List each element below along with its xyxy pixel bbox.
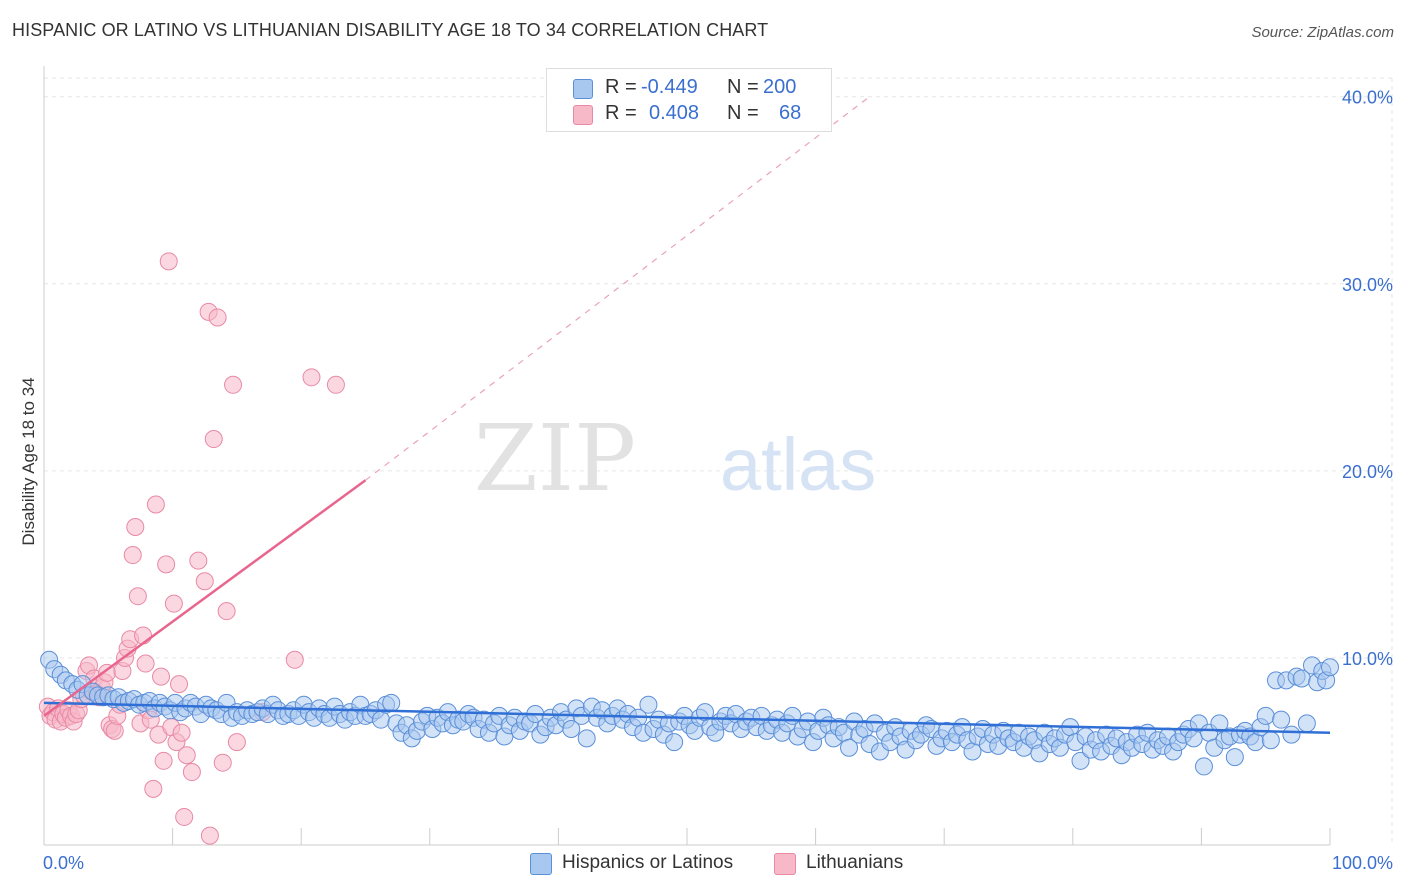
stats-legend: R = -0.449 N = 200 R = 0.408 N = 68	[546, 68, 832, 132]
hispanic-point	[840, 738, 859, 757]
lithuanian-point	[213, 753, 232, 772]
legend-r-label: R =	[605, 76, 637, 98]
hispanic-point	[1256, 706, 1275, 725]
y-tick-label: 20.0%	[1342, 462, 1393, 482]
chart-title: HISPANIC OR LATINO VS LITHUANIAN DISABIL…	[12, 20, 769, 40]
legend-swatch-blue	[573, 79, 593, 99]
lithuanians-points	[38, 252, 345, 845]
hispanic-point	[1261, 731, 1280, 750]
y-axis-label: Disability Age 18 to 34	[19, 377, 38, 545]
legend-n-label: N =	[727, 76, 759, 98]
lithuanian-point	[217, 602, 236, 621]
hispanic-point	[371, 710, 390, 729]
lithuanian-point	[172, 723, 191, 742]
lithuanian-point	[302, 368, 321, 387]
hispanic-point	[1297, 714, 1316, 733]
hispanic-point	[1272, 710, 1291, 729]
hispanic-point	[1210, 714, 1229, 733]
lithuanian-point	[208, 308, 227, 327]
hispanic-point	[577, 729, 596, 748]
lithuanian-point	[159, 252, 178, 271]
watermark-zip: ZIP	[474, 405, 636, 512]
lithuanian-point	[170, 675, 189, 694]
lithuanian-point	[105, 721, 124, 740]
lithuanian-point	[123, 546, 142, 565]
hispanics-points	[40, 650, 1339, 776]
hispanic-point	[1225, 748, 1244, 767]
y-tick-label: 40.0%	[1342, 88, 1393, 108]
y-tick-label: 10.0%	[1342, 649, 1393, 669]
hispanic-point	[639, 695, 658, 714]
bottom-legend-swatch-blue	[530, 853, 552, 875]
lithuanian-point	[326, 375, 345, 394]
lithuanian-point	[154, 751, 173, 770]
lithuanian-point	[227, 733, 246, 752]
legend-n-value: 68	[779, 102, 802, 124]
lithuanian-point	[195, 572, 214, 591]
hispanic-point	[1246, 733, 1265, 752]
lithuanian-point	[189, 551, 208, 570]
hispanic-point	[562, 720, 581, 739]
hispanic-point	[382, 693, 401, 712]
x-tick-label-min: 0.0%	[43, 853, 84, 873]
legend-n-label: N =	[727, 102, 759, 124]
bottom-legend-label: Lithuanians	[806, 852, 904, 873]
watermark-atlas: atlas	[720, 423, 876, 506]
lithuanian-point	[136, 654, 155, 673]
legend-r-label: R =	[605, 102, 637, 124]
lithuanian-point	[285, 650, 304, 669]
lithuanian-trend-line	[43, 479, 367, 717]
bottom-legend-label: Hispanics or Latinos	[562, 852, 734, 873]
hispanic-trend-line	[43, 701, 1331, 735]
tick-labels: 10.0% 20.0% 30.0% 40.0% 0.0% 100.0%	[43, 88, 1393, 873]
legend-n-value: 200	[763, 76, 797, 98]
y-tick-label: 30.0%	[1342, 275, 1393, 295]
lithuanian-trend-extension	[365, 98, 868, 481]
hispanic-point	[1282, 725, 1301, 744]
lithuanian-point	[224, 375, 243, 394]
bottom-legend-swatch-pink	[774, 853, 796, 875]
lithuanian-point	[146, 495, 165, 514]
lithuanian-point	[175, 807, 194, 826]
legend-swatch-pink	[573, 105, 593, 125]
lithuanian-point	[157, 555, 176, 574]
hispanic-point	[1194, 757, 1213, 776]
legend-r-value: -0.449	[641, 76, 698, 98]
hispanic-point	[1071, 751, 1090, 770]
x-tick-label-max: 100.0%	[1332, 853, 1393, 873]
lithuanian-point	[126, 517, 145, 536]
hispanic-point	[1184, 729, 1203, 748]
watermark: ZIP atlas	[474, 405, 876, 512]
lithuanian-point	[144, 779, 163, 798]
legend-r-value: 0.408	[649, 102, 700, 124]
lithuanian-point	[177, 746, 196, 765]
hispanic-point	[665, 733, 684, 752]
lithuanian-point	[128, 587, 147, 606]
source-label: Source: ZipAtlas.com	[1251, 24, 1394, 41]
hispanic-point	[963, 742, 982, 761]
lithuanian-point	[134, 626, 153, 645]
hispanic-point	[1321, 658, 1339, 677]
lithuanian-point	[200, 826, 219, 845]
lithuanian-point	[152, 667, 171, 686]
lithuanian-point	[182, 763, 201, 782]
trend-lines	[43, 98, 1331, 735]
lithuanian-point	[204, 430, 223, 449]
lithuanian-point	[164, 594, 183, 613]
